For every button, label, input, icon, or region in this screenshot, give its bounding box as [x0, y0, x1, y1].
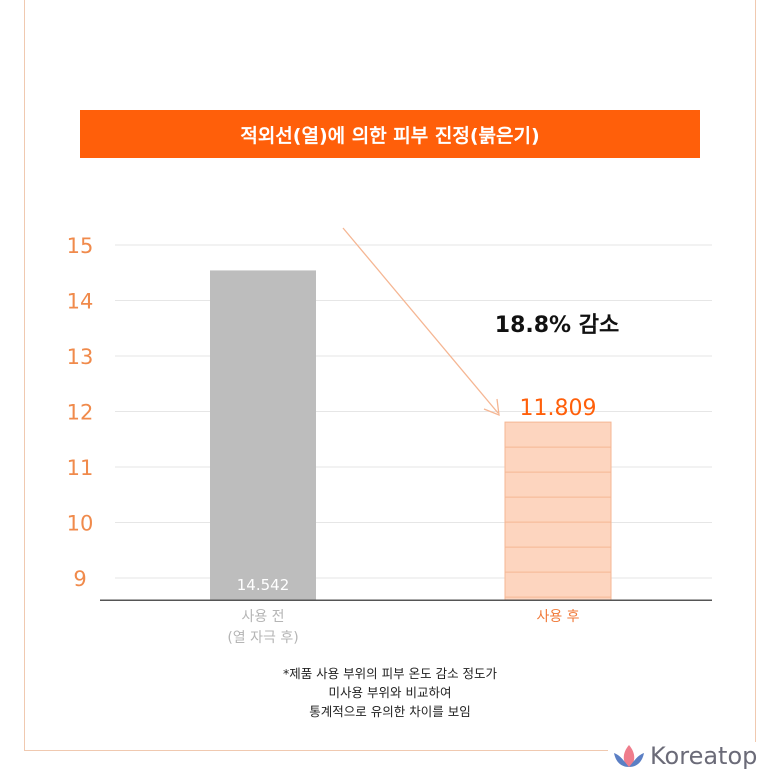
koreatop-logo: Koreatop: [608, 742, 762, 770]
bar-before: [210, 270, 316, 601]
value-label: 11.809: [520, 396, 597, 421]
footnote: *제품 사용 부위의 피부 온도 감소 정도가 미사용 부위와 비교하여 통계적…: [0, 664, 780, 721]
x-tick-label: 사용 전: [241, 609, 284, 625]
value-label: 14.542: [237, 576, 290, 594]
page-frame: [24, 0, 756, 751]
trend-arrow: [342, 227, 499, 414]
reduction-annotation: 18.8% 감소: [495, 313, 619, 338]
y-tick-label: 15: [67, 234, 94, 258]
arrow-head-icon: [483, 398, 500, 417]
footnote-line: 통계적으로 유의한 차이를 보임: [309, 704, 471, 719]
y-tick-label: 13: [67, 345, 94, 369]
lotus-icon: [614, 745, 644, 767]
chart-title: 적외선(열)에 의한 피부 진정(붉은기): [80, 110, 700, 158]
footnote-line: 미사용 부위와 비교하여: [328, 685, 452, 700]
y-tick-label: 12: [67, 401, 94, 425]
footnote-line: *제품 사용 부위의 피부 온도 감소 정도가: [282, 666, 498, 681]
x-tick-label: 사용 후: [536, 609, 579, 625]
y-tick-label: 9: [73, 567, 86, 591]
bar-after: [504, 421, 612, 601]
y-tick-label: 10: [67, 512, 94, 536]
x-tick-label: (열 자극 후): [227, 630, 298, 646]
y-tick-label: 14: [67, 290, 94, 314]
y-tick-label: 11: [67, 456, 94, 480]
